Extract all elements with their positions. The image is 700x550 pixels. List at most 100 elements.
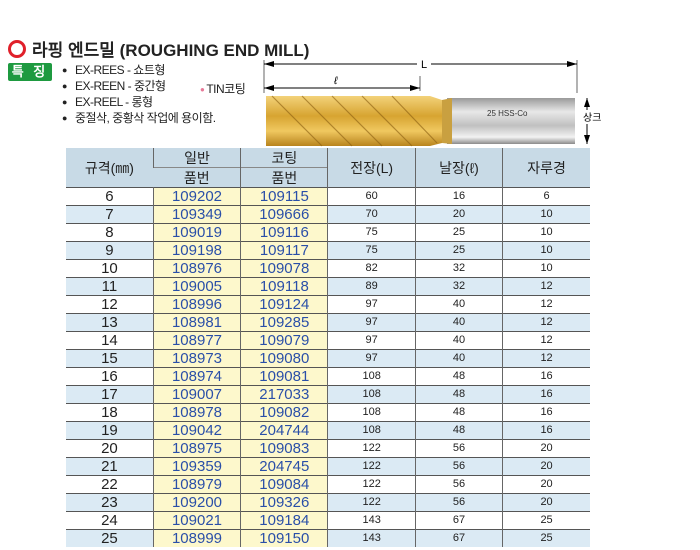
cell-flute-length: 48 bbox=[414, 421, 503, 440]
cell-shank-diameter: 25 bbox=[502, 529, 590, 547]
cell-overall-length: 122 bbox=[327, 439, 416, 458]
cell-overall-length: 122 bbox=[327, 493, 416, 512]
header-size: 규격(㎜) bbox=[66, 148, 154, 188]
table-row: 10 108976 109078 82 32 10 bbox=[66, 259, 590, 278]
header-flute-length: 날장(ℓ) bbox=[414, 148, 503, 188]
cell-flute-length: 56 bbox=[414, 439, 503, 458]
cell-shank-diameter: 12 bbox=[502, 331, 590, 350]
cell-coated-part-no: 109150 bbox=[240, 529, 328, 547]
table-row: 6 109202 109115 60 16 6 bbox=[66, 187, 590, 206]
cell-size: 12 bbox=[101, 296, 118, 313]
cell-shank-diameter: 20 bbox=[502, 493, 590, 512]
cell-general-part-no: 109198 bbox=[152, 241, 241, 260]
features-badge: 특 징 bbox=[8, 63, 52, 81]
cell-size: 15 bbox=[66, 349, 154, 368]
cell-general-part-no: 108973 bbox=[152, 349, 241, 368]
cell-coated-part-no: 109078 bbox=[240, 259, 328, 278]
cell-flute-length: 56 bbox=[414, 493, 503, 512]
cell-overall-length: 108 bbox=[327, 421, 416, 440]
table-row: 14 108977 109079 97 40 12 bbox=[66, 331, 590, 350]
cell-coated-part-no: 109184 bbox=[240, 511, 328, 530]
header-coated: 코팅 bbox=[240, 148, 328, 168]
table-row: 20 108975 109083 122 56 20 bbox=[66, 439, 590, 458]
cell-general-part-no: 108999 bbox=[152, 529, 241, 547]
cell-general-part-no: 109359 bbox=[152, 457, 241, 476]
cell-size: 21 bbox=[66, 457, 154, 476]
cell-overall-length: 70 bbox=[327, 205, 416, 224]
cell-flute-length: 16 bbox=[414, 187, 503, 206]
cell-general-part-no: 109202 bbox=[152, 187, 241, 206]
cell-coated-part-no: 109080 bbox=[240, 349, 328, 368]
table-row: 23 109200 109326 122 56 20 bbox=[66, 493, 590, 512]
cell-size: 6 bbox=[105, 188, 114, 205]
cell-coated-part-no: 109081 bbox=[240, 367, 328, 386]
cell-general-part-no: 108981 bbox=[152, 313, 241, 332]
page-title: 라핑 엔드밀 (ROUGHING END MILL) bbox=[8, 36, 309, 61]
cell-general-part-no: 108979 bbox=[152, 475, 241, 494]
cell-overall-length: 97 bbox=[327, 295, 416, 314]
cell-size: 24 bbox=[101, 512, 118, 529]
cell-general-part-no: 109349 bbox=[152, 205, 241, 224]
cell-size: 11 bbox=[66, 277, 154, 296]
cell-coated-part-no: 109115 bbox=[240, 187, 328, 206]
cell-coated-part-no: 109124 bbox=[240, 295, 328, 314]
cell-coated-part-no: 109079 bbox=[240, 331, 328, 350]
cell-general-part-no: 109019 bbox=[152, 223, 241, 242]
cell-coated-part-no: 109084 bbox=[240, 475, 328, 494]
table-row: 9 109198 109117 75 25 10 bbox=[66, 241, 590, 260]
table-row: 13 108981 109285 97 40 12 bbox=[66, 313, 590, 332]
cell-flute-length: 40 bbox=[414, 295, 503, 314]
cell-shank-diameter: 16 bbox=[502, 403, 590, 422]
cell-flute-length: 20 bbox=[414, 205, 503, 224]
cell-flute-length: 25 bbox=[414, 241, 503, 260]
cell-flute-length: 32 bbox=[414, 277, 503, 296]
cell-flute-length: 67 bbox=[414, 529, 503, 547]
cell-shank-diameter: 10 bbox=[502, 241, 590, 260]
cell-size: 8 bbox=[105, 224, 114, 241]
cell-coated-part-no: 109285 bbox=[240, 313, 328, 332]
feature-list: EX-REES - 쇼트형 EX-REEN - 중간형 EX-REEL - 롱형… bbox=[62, 62, 216, 126]
cell-shank-diameter: 16 bbox=[502, 385, 590, 404]
cell-general-part-no: 108976 bbox=[152, 259, 241, 278]
cell-size: 18 bbox=[101, 404, 118, 421]
cell-general-part-no: 109200 bbox=[152, 493, 241, 512]
cell-general-part-no: 109042 bbox=[152, 421, 241, 440]
coating-note: TIN코팅 bbox=[200, 80, 245, 97]
cell-shank-diameter: 12 bbox=[502, 295, 590, 314]
cell-overall-length: 108 bbox=[327, 385, 416, 404]
shank-label: 상크 bbox=[583, 112, 601, 124]
cell-overall-length: 89 bbox=[327, 277, 416, 296]
cell-shank-diameter: 12 bbox=[502, 277, 590, 296]
feature-item: EX-REEN - 중간형 bbox=[62, 78, 216, 94]
table-row: 19 109042 204744 108 48 16 bbox=[66, 421, 590, 440]
cell-overall-length: 108 bbox=[327, 367, 416, 386]
cell-size: 14 bbox=[101, 332, 118, 349]
table-row: 11 109005 109118 89 32 12 bbox=[66, 277, 590, 296]
cell-overall-length: 143 bbox=[327, 511, 416, 530]
tool-marking: 25 HSS-Co bbox=[487, 109, 528, 118]
cell-size: 23 bbox=[66, 493, 154, 512]
cell-general-part-no: 109005 bbox=[152, 277, 241, 296]
cell-general-part-no: 108996 bbox=[152, 295, 241, 314]
cell-general-part-no: 108977 bbox=[152, 331, 241, 350]
cell-shank-diameter: 10 bbox=[502, 223, 590, 242]
header-general-part-no: 품번 bbox=[153, 167, 241, 188]
cell-general-part-no: 108978 bbox=[152, 403, 241, 422]
header-shank-diameter: 자루경 bbox=[502, 148, 590, 188]
end-mill-diagram: L ℓ 25 HSS-Co 상크 bbox=[263, 58, 602, 147]
cell-overall-length: 108 bbox=[327, 403, 416, 422]
cell-flute-length: 25 bbox=[414, 223, 503, 242]
header-coated-part-no: 품번 bbox=[240, 167, 328, 188]
cell-coated-part-no: 109666 bbox=[240, 205, 328, 224]
cell-flute-length: 32 bbox=[414, 259, 503, 278]
title-text: 라핑 엔드밀 (ROUGHING END MILL) bbox=[32, 41, 310, 60]
cell-size: 19 bbox=[66, 421, 154, 440]
table-row: 21 109359 204745 122 56 20 bbox=[66, 457, 590, 476]
spec-table: 규격(㎜) 일반 코팅 전장(L) 날장(ℓ) 자루경 품번 품번 6 10920… bbox=[66, 148, 590, 547]
cell-coated-part-no: 109116 bbox=[240, 223, 328, 242]
cell-general-part-no: 109021 bbox=[152, 511, 241, 530]
cell-size: 16 bbox=[101, 368, 118, 385]
cell-flute-length: 48 bbox=[414, 367, 503, 386]
cell-shank-diameter: 12 bbox=[502, 349, 590, 368]
cell-shank-diameter: 16 bbox=[502, 421, 590, 440]
